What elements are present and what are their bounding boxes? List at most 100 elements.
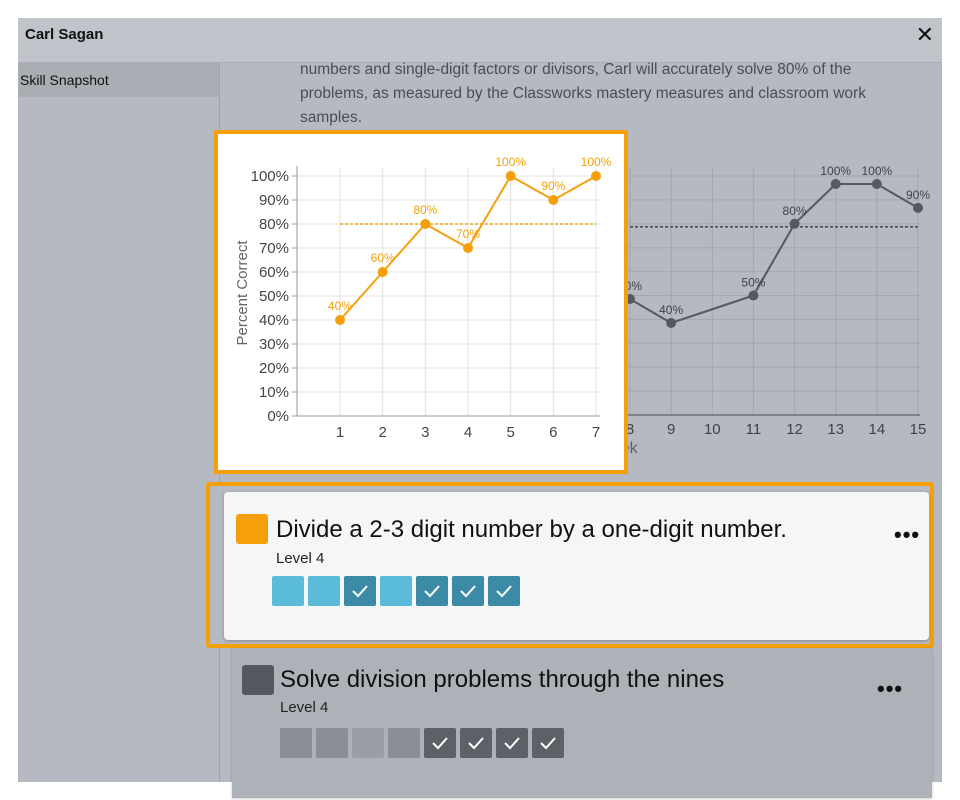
goal-line: problems, as measured by the Classworks … bbox=[300, 85, 866, 102]
x-tick-label: 12 bbox=[786, 421, 803, 438]
y-tick-label: 60% bbox=[259, 264, 289, 281]
sidebar: Skill Snapshot bbox=[18, 63, 220, 782]
data-label: 100% bbox=[581, 155, 612, 169]
skill-level: Level 4 bbox=[280, 699, 329, 716]
goal-line: numbers and single-digit factors or divi… bbox=[300, 61, 852, 78]
data-point bbox=[335, 315, 345, 325]
data-point bbox=[463, 243, 473, 253]
skill-color-swatch bbox=[242, 665, 274, 695]
skill-title: Divide a 2-3 digit number by a one-digit… bbox=[276, 516, 787, 543]
y-tick-label: 40% bbox=[259, 312, 289, 329]
mastery-square bbox=[316, 728, 348, 758]
y-tick-label: 20% bbox=[259, 360, 289, 377]
y-tick-label: 0% bbox=[267, 408, 289, 425]
goal-line: samples. bbox=[300, 109, 363, 126]
x-tick-label: 10 bbox=[704, 421, 721, 438]
x-tick-label: 2 bbox=[378, 424, 386, 441]
data-point bbox=[871, 179, 882, 189]
data-label: 40% bbox=[659, 303, 683, 317]
data-label: 60% bbox=[371, 251, 395, 265]
skill-card-highlight: Divide a 2-3 digit number by a one-digit… bbox=[206, 482, 934, 648]
data-point bbox=[748, 290, 759, 301]
skill-color-swatch bbox=[236, 514, 268, 544]
x-tick-label: 15 bbox=[910, 421, 927, 438]
x-tick-label: 11 bbox=[746, 421, 762, 438]
checkmark-icon bbox=[504, 737, 520, 750]
checkmark-icon bbox=[432, 737, 448, 750]
data-label: 100% bbox=[820, 164, 851, 178]
y-tick-label: 70% bbox=[259, 240, 289, 257]
x-tick-label: 14 bbox=[869, 421, 886, 438]
x-tick-label: 9 bbox=[667, 421, 675, 438]
skill-title: Solve division problems through the nine… bbox=[280, 666, 725, 693]
mastery-square bbox=[308, 576, 340, 606]
y-tick-label: 100% bbox=[251, 168, 289, 185]
y-tick-label: 50% bbox=[259, 288, 289, 305]
data-point bbox=[591, 171, 601, 181]
data-label: 80% bbox=[783, 204, 807, 218]
more-options-icon[interactable]: ••• bbox=[894, 522, 921, 547]
data-point bbox=[666, 318, 677, 328]
y-tick-label: 80% bbox=[259, 216, 289, 233]
goal-description: numbers and single-digit factors or divi… bbox=[300, 58, 920, 130]
data-point bbox=[377, 267, 388, 277]
mastery-square bbox=[280, 728, 312, 758]
skill-card[interactable]: Solve division problems through the nine… bbox=[232, 648, 932, 798]
data-label: 40% bbox=[328, 299, 352, 313]
data-point bbox=[505, 171, 516, 181]
mastery-square-checked bbox=[460, 728, 492, 758]
data-label: 70% bbox=[456, 227, 480, 241]
mastery-square-checked bbox=[424, 728, 456, 758]
data-point bbox=[789, 218, 800, 229]
data-label: 100% bbox=[495, 155, 526, 169]
x-tick-label: 8 bbox=[626, 421, 634, 438]
checkmark-icon bbox=[460, 585, 476, 598]
x-tick-label: 3 bbox=[421, 424, 429, 441]
mastery-square bbox=[380, 576, 412, 606]
mastery-square-checked bbox=[496, 728, 528, 758]
y-tick-label: 90% bbox=[259, 192, 289, 209]
x-tick-label: 6 bbox=[549, 424, 557, 441]
x-tick-label: 7 bbox=[592, 424, 600, 441]
checkmark-icon bbox=[540, 737, 556, 750]
y-tick-label: 30% bbox=[259, 336, 289, 353]
mastery-square-checked bbox=[452, 576, 484, 606]
mastery-square bbox=[272, 576, 304, 606]
x-tick-label: 4 bbox=[464, 424, 472, 441]
data-label: 90% bbox=[906, 188, 930, 202]
mastery-square-checked bbox=[488, 576, 520, 606]
y-axis-label: Percent Correct bbox=[234, 240, 251, 346]
y-tick-label: 10% bbox=[259, 384, 289, 401]
student-name: Carl Sagan bbox=[25, 26, 104, 43]
x-tick-label: 13 bbox=[827, 421, 844, 438]
checkmark-icon bbox=[468, 737, 484, 750]
x-tick-label: 1 bbox=[336, 424, 344, 441]
data-label: 90% bbox=[541, 179, 565, 193]
mastery-square bbox=[388, 728, 420, 758]
data-point bbox=[830, 179, 841, 189]
data-label: 50% bbox=[741, 276, 765, 290]
more-options-icon[interactable]: ••• bbox=[877, 676, 904, 701]
sidebar-item-label: Skill Snapshot bbox=[20, 72, 109, 88]
data-label: 80% bbox=[413, 203, 437, 217]
checkmark-icon bbox=[352, 585, 368, 598]
mastery-square-checked bbox=[416, 576, 448, 606]
data-point bbox=[548, 195, 559, 205]
mastery-square-checked bbox=[344, 576, 376, 606]
checkmark-icon bbox=[496, 585, 512, 598]
close-icon[interactable]: ✕ bbox=[915, 22, 934, 47]
progress-chart-highlight: 0% 10% 20% 30% 40% 50% 60% 70% 80% 90% 100% 1 2 3 4 5 6 7… bbox=[214, 130, 628, 474]
x-tick-label: 5 bbox=[506, 424, 514, 441]
mastery-square bbox=[352, 728, 384, 758]
checkmark-icon bbox=[424, 585, 440, 598]
skill-card[interactable]: Divide a 2-3 digit number by a one-digit… bbox=[224, 492, 929, 640]
dialog-header: Carl Sagan ✕ bbox=[18, 18, 942, 63]
progress-chart-svg: 0% 10% 20% 30% 40% 50% 60% 70% 80% 90% 100% 1 2 3 4 5 6 7… bbox=[234, 155, 612, 441]
sidebar-item-skill-snapshot[interactable]: Skill Snapshot bbox=[18, 63, 219, 97]
data-point bbox=[913, 202, 923, 213]
data-point bbox=[420, 219, 431, 229]
skill-level: Level 4 bbox=[276, 550, 325, 567]
data-label: 100% bbox=[862, 164, 893, 178]
mastery-square-checked bbox=[532, 728, 564, 758]
